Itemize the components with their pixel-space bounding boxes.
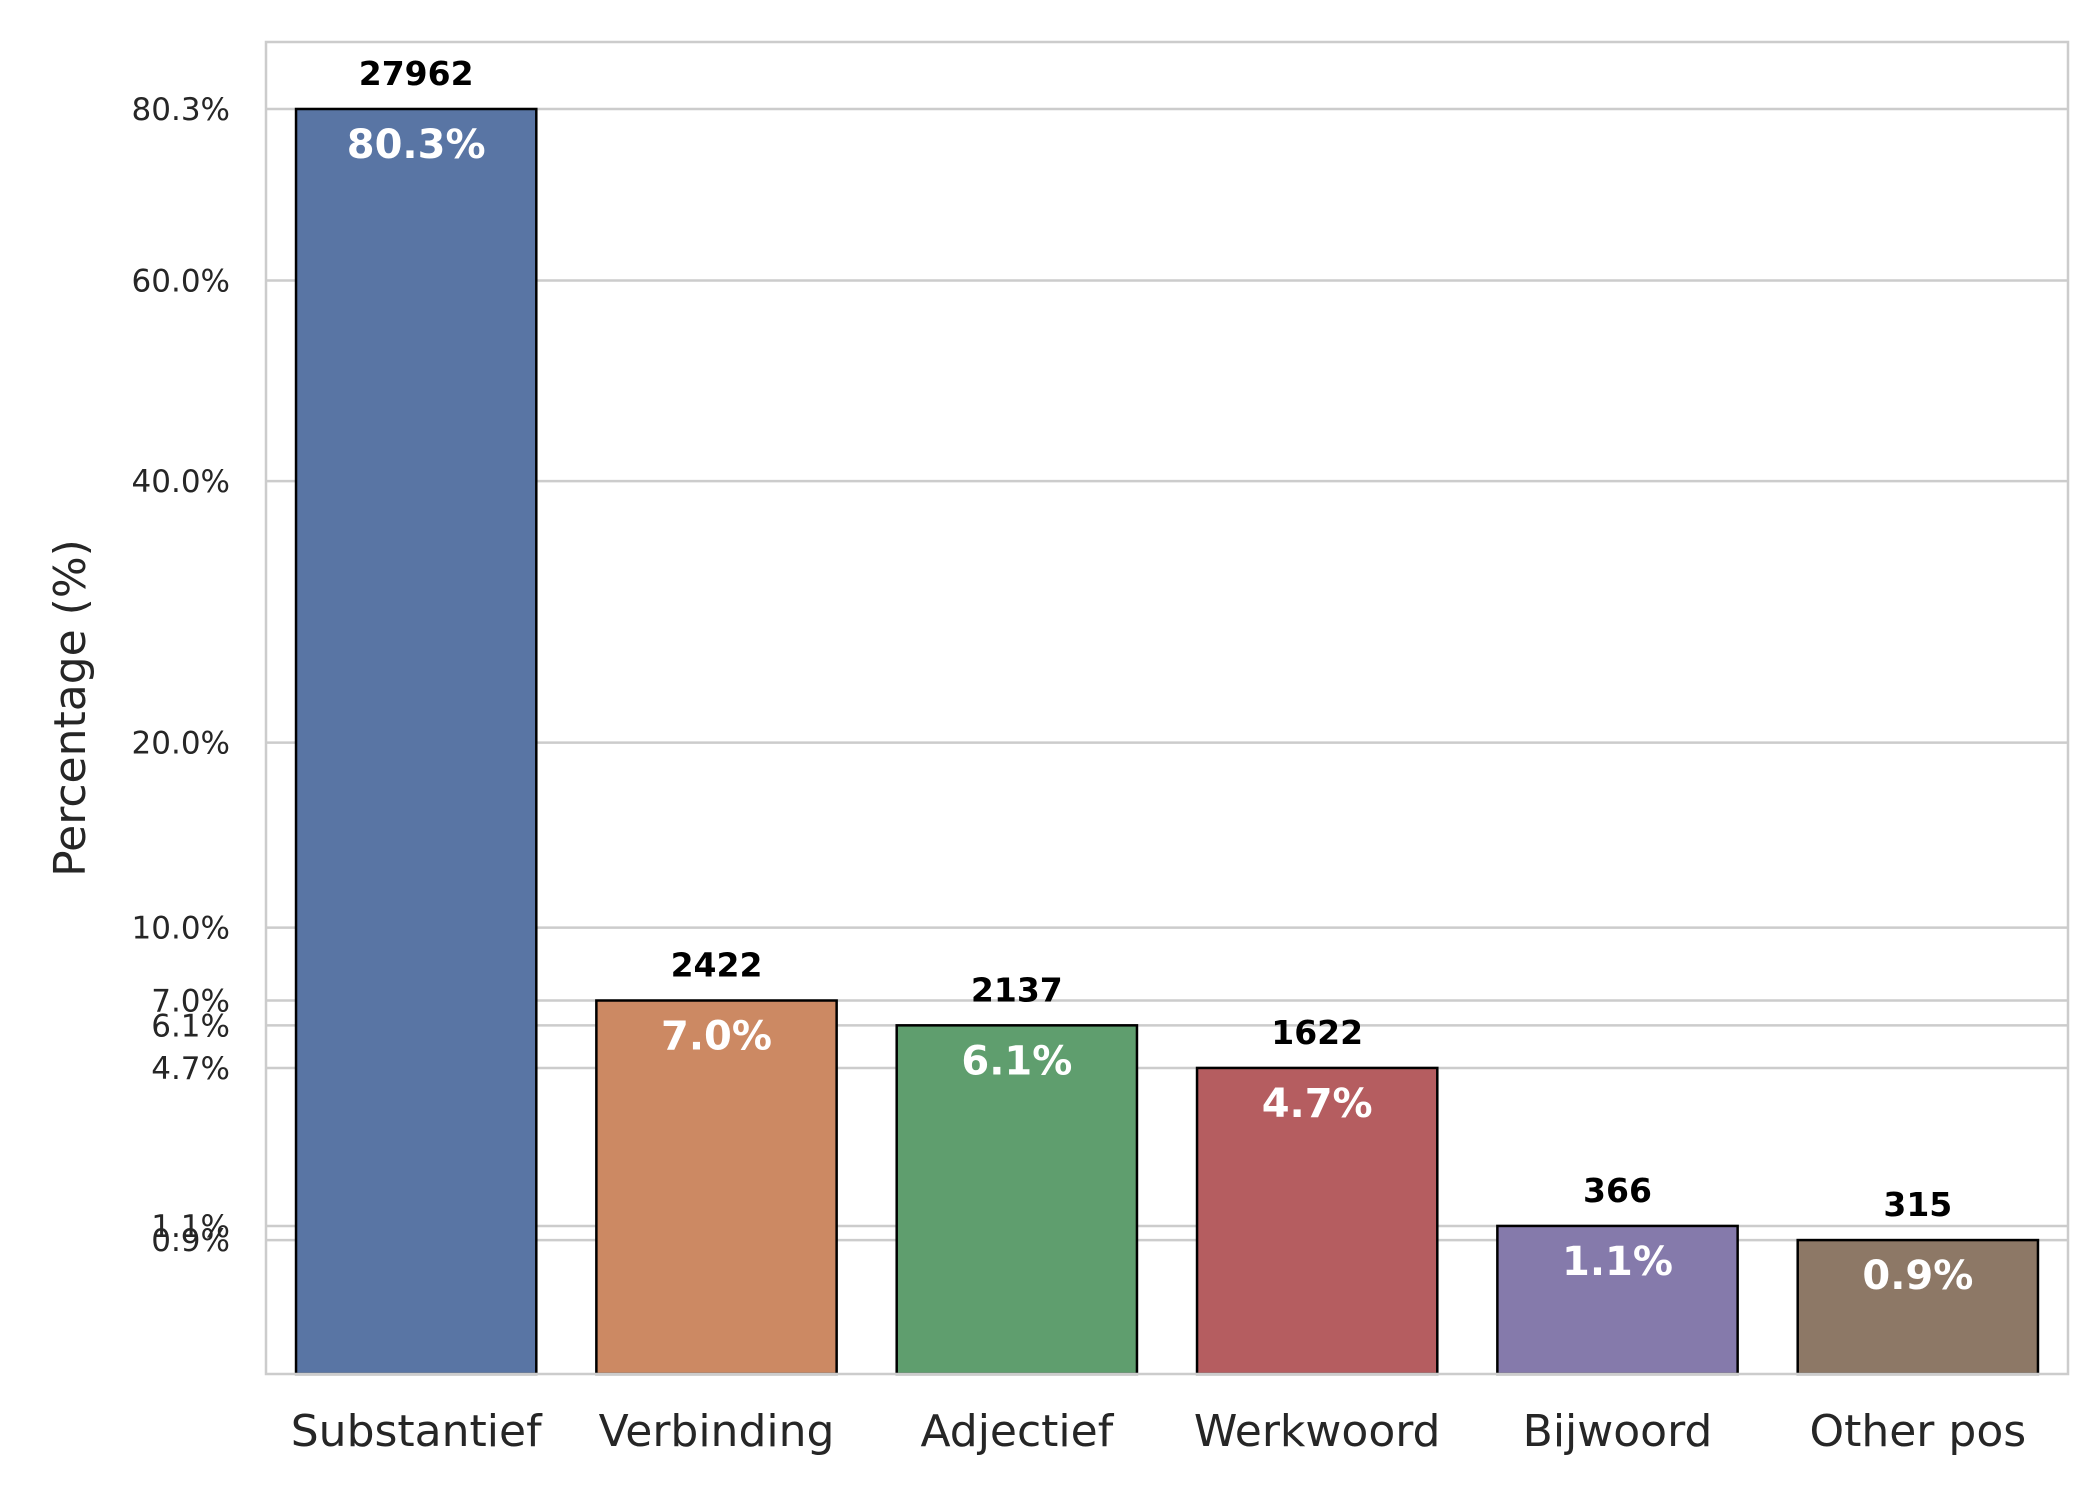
y-tick-label: 4.7% xyxy=(151,1051,230,1087)
bar-value-label: 7.0% xyxy=(661,1014,772,1060)
x-tick-label: Other pos xyxy=(1809,1406,2026,1457)
bar-substantief xyxy=(294,107,538,1376)
bar-value-label: 1.1% xyxy=(1562,1239,1673,1285)
x-tick-label: Verbinding xyxy=(599,1406,835,1457)
y-tick-label: 1.1% xyxy=(151,1209,230,1245)
bar-value-label: 6.1% xyxy=(961,1038,1072,1084)
x-axis-ticks: Substantief Verbinding Adjectief Werkwoord B… xyxy=(291,1406,2026,1457)
bar-count-label: 2422 xyxy=(671,946,763,985)
y-axis-ticks: 0.9%1.1% 4.7% 6.1%7.0% 10.0% 20.0% 40.0% 60.0%… xyxy=(132,92,230,1259)
bar-count-label: 366 xyxy=(1583,1171,1652,1210)
y-tick-label: 0.9% xyxy=(151,1223,230,1259)
bar-werkwoord xyxy=(1195,1066,1439,1376)
bar-value-label: 0.9% xyxy=(1862,1253,1973,1299)
y-tick-label: 20.0% xyxy=(132,726,230,762)
y-tick-label: 10.0% xyxy=(132,911,230,947)
bar-bijwoord xyxy=(1496,1224,1739,1376)
plot-background xyxy=(266,42,2068,1374)
bars: 27962 80.3% 2422 7.0% 2137 6.1% 1622 4.7% 366 1.1… xyxy=(294,54,2040,1376)
bar-verbinding xyxy=(595,999,838,1376)
bar-value-label: 80.3% xyxy=(347,122,486,168)
bar-count-label: 27962 xyxy=(359,54,474,93)
y-tick-label: 80.3% xyxy=(132,92,230,128)
y-axis-label: Percentage (%) xyxy=(45,539,96,877)
x-tick-label: Substantief xyxy=(291,1406,543,1457)
x-tick-label: Bijwoord xyxy=(1523,1406,1713,1457)
y-tick-label: 40.0% xyxy=(132,464,230,500)
y-tick-label: 7.0% xyxy=(151,984,230,1020)
bar-count-label: 1622 xyxy=(1271,1013,1363,1052)
x-tick-label: Werkwoord xyxy=(1194,1406,1441,1457)
bar-other-pos xyxy=(1796,1238,2040,1376)
y-tick-label: 60.0% xyxy=(132,264,230,300)
grid-lines xyxy=(266,107,2068,1242)
x-tick-label: Adjectief xyxy=(920,1406,1114,1457)
plot-frame xyxy=(264,40,2070,1376)
bar-count-label: 2137 xyxy=(971,970,1063,1009)
bar-count-label: 315 xyxy=(1883,1185,1952,1224)
bar-value-label: 4.7% xyxy=(1262,1081,1373,1127)
y-tick-label: 6.1% xyxy=(151,1008,230,1044)
